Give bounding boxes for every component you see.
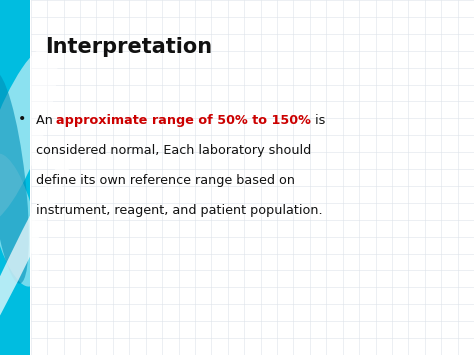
Text: instrument, reagent, and patient population.: instrument, reagent, and patient populat… — [36, 204, 322, 217]
Text: •: • — [18, 112, 26, 126]
Bar — [0, 0, 30, 355]
Text: define its own reference range based on: define its own reference range based on — [36, 174, 294, 187]
Ellipse shape — [0, 139, 78, 355]
Text: approximate range of 50% to 150%: approximate range of 50% to 150% — [56, 114, 311, 127]
Text: is: is — [311, 114, 326, 127]
Ellipse shape — [0, 154, 40, 286]
Text: An: An — [36, 114, 56, 127]
Ellipse shape — [0, 71, 29, 284]
Ellipse shape — [0, 45, 57, 224]
Text: Interpretation: Interpretation — [45, 37, 212, 57]
Text: considered normal, Each laboratory should: considered normal, Each laboratory shoul… — [36, 144, 311, 157]
